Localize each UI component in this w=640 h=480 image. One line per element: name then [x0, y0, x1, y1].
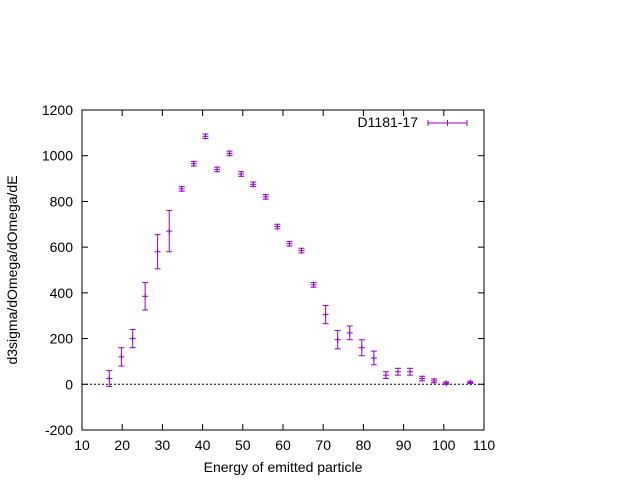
data-point — [106, 370, 113, 388]
data-point — [286, 240, 293, 247]
y-tick-label: -200 — [45, 422, 73, 438]
y-axis-label: d3sigma/dOmega/dOmega/dE — [4, 175, 20, 364]
data-point — [274, 223, 281, 230]
data-point — [334, 330, 341, 350]
y-tick-label: 0 — [65, 376, 73, 392]
data-point — [407, 367, 414, 376]
y-tick-label: 800 — [50, 193, 74, 209]
x-tick-label: 30 — [155, 437, 171, 453]
legend-label: D1181-17 — [358, 114, 419, 130]
data-point — [178, 185, 185, 192]
x-tick-label: 80 — [356, 437, 372, 453]
data-point — [382, 371, 389, 380]
y-tick-label: 400 — [50, 285, 74, 301]
data-point — [166, 210, 173, 253]
y-tick-label: 600 — [50, 239, 74, 255]
data-point — [310, 281, 317, 288]
data-point — [214, 166, 221, 173]
y-tick-label: 1200 — [42, 102, 73, 118]
plot-frame — [81, 109, 485, 431]
data-point — [394, 367, 401, 376]
x-tick-label: 60 — [275, 437, 291, 453]
data-point — [118, 347, 125, 367]
data-point — [129, 328, 136, 349]
legend: D1181-17 — [358, 114, 468, 130]
data-point — [322, 304, 329, 325]
x-tick-label: 110 — [473, 437, 496, 453]
x-tick-label: 40 — [195, 437, 211, 453]
data-point — [443, 380, 450, 387]
x-tick-label: 90 — [396, 437, 412, 453]
x-tick-label: 70 — [315, 437, 331, 453]
data-point — [370, 350, 377, 366]
x-axis-label: Energy of emitted particle — [204, 459, 363, 475]
data-point — [154, 234, 161, 270]
data-point — [419, 375, 426, 382]
y-tick-label: 200 — [50, 331, 74, 347]
x-tick-label: 100 — [432, 437, 456, 453]
data-point — [142, 282, 149, 311]
data-point — [250, 181, 257, 188]
data-point — [358, 339, 365, 357]
data-point — [238, 171, 245, 177]
y-tick-label: 1000 — [42, 148, 73, 164]
x-tick-label: 50 — [235, 437, 251, 453]
data-point — [202, 133, 209, 140]
x-tick-label: 20 — [114, 437, 130, 453]
data-point — [298, 247, 305, 254]
data-point — [346, 325, 353, 341]
data-point — [226, 150, 233, 157]
data-point — [262, 193, 269, 200]
data-point — [431, 377, 438, 384]
data-point — [190, 160, 197, 167]
data-point — [467, 379, 474, 386]
x-tick-label: 10 — [74, 437, 90, 453]
